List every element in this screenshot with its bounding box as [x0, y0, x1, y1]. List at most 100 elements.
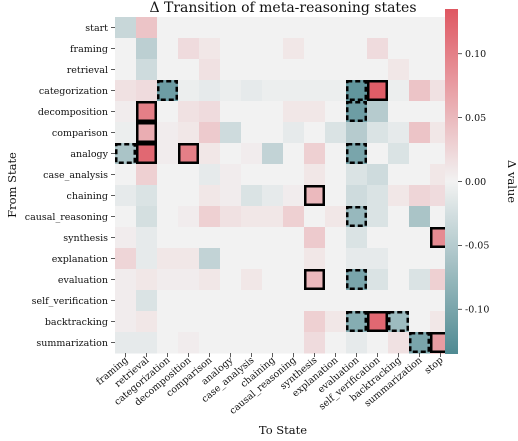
heatmap-cell [178, 164, 200, 186]
heatmap-cell [199, 164, 221, 186]
heatmap-cell [325, 122, 347, 144]
heatmap-cell [388, 59, 410, 81]
heatmap-cell [388, 38, 410, 60]
heatmap-cell [136, 38, 158, 60]
y-axis-label: From State [5, 152, 19, 218]
heatmap-cell [283, 122, 305, 144]
heatmap-cell [115, 206, 137, 228]
heatmap-cell [325, 248, 347, 270]
heatmap-cell [115, 269, 137, 291]
row-labels: start framing retrieval categorization decom… [25, 23, 115, 349]
heatmap-cell [283, 206, 305, 228]
heatmap-cell [241, 122, 263, 144]
heatmap-cell [262, 38, 284, 60]
heatmap-cell [304, 185, 326, 207]
x-axis-label: To State [259, 423, 307, 437]
heatmap-cell [346, 290, 368, 312]
heatmap-cell [115, 311, 137, 333]
heatmap-cell [409, 164, 431, 186]
row-label: chaining [67, 191, 109, 202]
heatmap-cell [283, 164, 305, 186]
heatmap-cell [409, 101, 431, 123]
highlight-box-dashed [157, 80, 178, 101]
heatmap-cell [367, 332, 389, 354]
heatmap-cell [283, 185, 305, 207]
heatmap-cell [178, 332, 200, 354]
heatmap-cell [346, 311, 368, 333]
colorbar-tick-label: -0.05 [465, 241, 489, 252]
heatmap-cell [157, 59, 179, 81]
heatmap-cell [346, 227, 368, 249]
heatmap-cell [304, 227, 326, 249]
highlight-box-solid [136, 122, 157, 143]
heatmap-cell [178, 227, 200, 249]
heatmap-cell [220, 227, 242, 249]
heatmap-cell [325, 206, 347, 228]
row-label: self_verification [32, 296, 108, 307]
heatmap-cell [409, 227, 431, 249]
heatmap-cell [262, 164, 284, 186]
heatmap-cell [157, 17, 179, 39]
heatmap-cell [409, 332, 431, 354]
colorbar-gradient [445, 9, 458, 354]
colorbar-label: Δ value [505, 160, 518, 203]
heatmap-cell [241, 17, 263, 39]
heatmap-cell [178, 311, 200, 333]
heatmap-cell [157, 38, 179, 60]
heatmap-cell [325, 59, 347, 81]
heatmap-cell [178, 269, 200, 291]
highlight-box-dashed [346, 311, 367, 332]
heatmap-cell [115, 59, 137, 81]
heatmap-cell [241, 206, 263, 228]
heatmap-cells [115, 17, 452, 354]
heatmap-cell [388, 122, 410, 144]
highlight-box-solid [178, 143, 199, 164]
heatmap-cell [115, 17, 137, 39]
heatmap-cell [304, 38, 326, 60]
heatmap-cell [136, 185, 158, 207]
highlight-box-dashed [115, 143, 136, 164]
heatmap-cell [220, 101, 242, 123]
heatmap-cell [157, 206, 179, 228]
heatmap-cell [241, 38, 263, 60]
heatmap-cell [157, 185, 179, 207]
heatmap-cell [304, 122, 326, 144]
heatmap-cell [325, 185, 347, 207]
heatmap-cell [346, 38, 368, 60]
heatmap-cell [388, 185, 410, 207]
heatmap-cell [388, 17, 410, 39]
heatmap-cell [157, 332, 179, 354]
row-label: case_analysis [43, 170, 108, 181]
heatmap-cell [220, 59, 242, 81]
row-label: categorization [39, 86, 108, 97]
column-labels: framingretrievalcategorizationdecomposit… [94, 353, 445, 417]
highlight-box-dashed [346, 143, 367, 164]
heatmap-cell [199, 206, 221, 228]
heatmap-cell [409, 122, 431, 144]
heatmap-cell [241, 80, 263, 102]
heatmap-cell [262, 185, 284, 207]
heatmap-cell [388, 80, 410, 102]
heatmap-cell [115, 248, 137, 270]
highlight-box-solid [304, 185, 325, 206]
heatmap-cell [199, 332, 221, 354]
heatmap-cell [220, 164, 242, 186]
heatmap-cell [115, 38, 137, 60]
heatmap-cell [409, 311, 431, 333]
heatmap-cell [157, 143, 179, 165]
heatmap-cell [367, 164, 389, 186]
heatmap-cell [262, 248, 284, 270]
heatmap-cell [388, 311, 410, 333]
heatmap-cell [325, 311, 347, 333]
heatmap-cell [409, 248, 431, 270]
highlight-box-solid [367, 311, 388, 332]
heatmap-cell [388, 269, 410, 291]
heatmap-cell [325, 80, 347, 102]
heatmap-cell [136, 80, 158, 102]
heatmap-cell [241, 101, 263, 123]
heatmap-cell [220, 206, 242, 228]
heatmap-cell [262, 101, 284, 123]
heatmap-cell [199, 80, 221, 102]
heatmap-cell [136, 269, 158, 291]
heatmap-cell [241, 269, 263, 291]
